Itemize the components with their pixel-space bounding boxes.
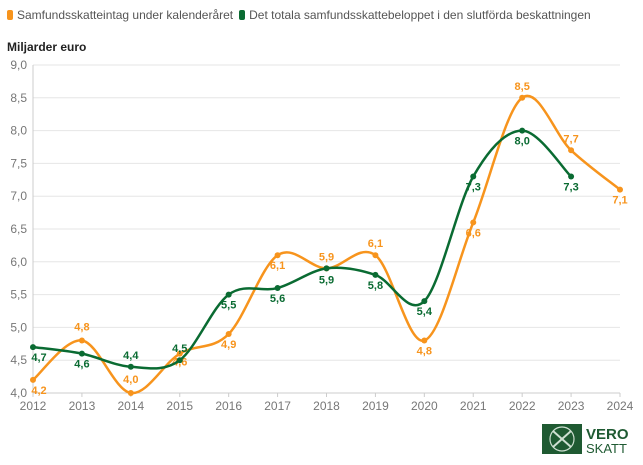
data-label: 4,8	[74, 322, 89, 334]
y-tick-label: 8,5	[10, 91, 27, 105]
data-label: 6,1	[368, 238, 383, 250]
series-line-2	[32, 129, 572, 370]
data-label: 4,9	[221, 339, 236, 351]
data-point	[568, 173, 575, 180]
x-tick-label: 2016	[215, 399, 242, 413]
data-label: 5,9	[319, 274, 334, 286]
data-point	[78, 337, 85, 344]
legend-label-1: Samfundsskatteintag under kalenderåret	[17, 8, 234, 22]
legend-swatch-orange	[7, 10, 13, 20]
x-tick-label: 2018	[313, 399, 340, 413]
data-label: 6,1	[270, 260, 285, 272]
x-tick-label: 2014	[117, 399, 144, 413]
x-tick-label: 2012	[20, 399, 47, 413]
data-point	[470, 219, 477, 226]
data-label: 5,9	[319, 251, 334, 263]
y-tick-label: 7,0	[10, 189, 27, 203]
y-tick-label: 5,0	[10, 320, 27, 334]
data-label: 6,6	[466, 227, 481, 239]
data-label: 7,3	[466, 182, 481, 194]
data-point	[372, 252, 379, 259]
data-label: 8,0	[515, 136, 530, 148]
data-label: 5,5	[221, 300, 236, 312]
y-axis-label: Miljarder euro	[7, 40, 87, 54]
x-tick-label: 2019	[362, 399, 389, 413]
x-tick-label: 2023	[558, 399, 585, 413]
y-tick-label: 6,5	[10, 222, 27, 236]
data-point	[225, 291, 232, 298]
legend: Samfundsskatteintag under kalenderåret D…	[7, 8, 591, 22]
data-label: 4,2	[31, 385, 46, 397]
data-point	[421, 298, 428, 305]
data-label: 4,6	[74, 359, 89, 371]
vero-skatt-logo: VERO SKATT	[542, 424, 642, 459]
legend-label-2: Det totala samfundsskattebeloppet i den …	[249, 8, 591, 22]
data-point	[323, 265, 330, 272]
x-tick-label: 2013	[69, 399, 96, 413]
data-point	[127, 390, 134, 396]
data-point	[421, 337, 428, 344]
x-tick-label: 2021	[460, 399, 487, 413]
data-point	[617, 186, 623, 193]
data-label: 7,7	[563, 133, 578, 145]
data-point	[30, 376, 36, 383]
data-label: 4,0	[123, 374, 138, 386]
data-point	[568, 147, 575, 154]
y-tick-label: 5,5	[10, 288, 27, 302]
y-tick-label: 7,5	[10, 156, 27, 170]
y-tick-label: 9,0	[10, 58, 27, 72]
data-point	[372, 271, 379, 278]
data-label: 5,6	[270, 293, 285, 305]
data-point	[30, 344, 36, 351]
y-tick-label: 4,0	[10, 386, 27, 400]
x-tick-label: 2015	[166, 399, 193, 413]
data-label: 4,4	[123, 350, 139, 362]
data-point	[274, 252, 281, 259]
data-label: 4,5	[172, 343, 187, 355]
data-point	[176, 350, 183, 357]
data-point	[470, 173, 477, 180]
logo-text-skatt: SKATT	[586, 441, 627, 454]
data-point	[274, 285, 281, 292]
data-point	[78, 350, 85, 357]
data-label: 5,8	[368, 280, 383, 292]
x-tick-label: 2024	[607, 399, 634, 413]
legend-swatch-green	[239, 10, 246, 20]
x-tick-label: 2022	[509, 399, 536, 413]
data-label: 7,3	[563, 182, 578, 194]
data-label: 4,8	[417, 346, 432, 358]
y-tick-label: 8,0	[10, 124, 27, 138]
data-point	[519, 127, 526, 134]
logo-text-vero: VERO	[586, 426, 629, 443]
y-tick-label: 4,5	[10, 353, 27, 367]
data-label: 4,7	[31, 352, 46, 364]
data-point	[176, 357, 183, 364]
data-point	[519, 94, 526, 101]
y-tick-label: 6,0	[10, 255, 27, 269]
x-tick-label: 2020	[411, 399, 438, 413]
data-label: 5,4	[417, 306, 433, 318]
data-label: 8,5	[515, 81, 530, 93]
x-tick-label: 2017	[264, 399, 291, 413]
series-line-1	[32, 94, 621, 395]
data-point	[225, 330, 232, 337]
plot-area: 4,0 4,5 5,0 5,5 6,0 6,5 7,0 7,5 8,0 8,5 9,0 2012 201…	[10, 58, 634, 413]
data-point	[127, 363, 134, 370]
data-label: 7,1	[612, 195, 627, 207]
